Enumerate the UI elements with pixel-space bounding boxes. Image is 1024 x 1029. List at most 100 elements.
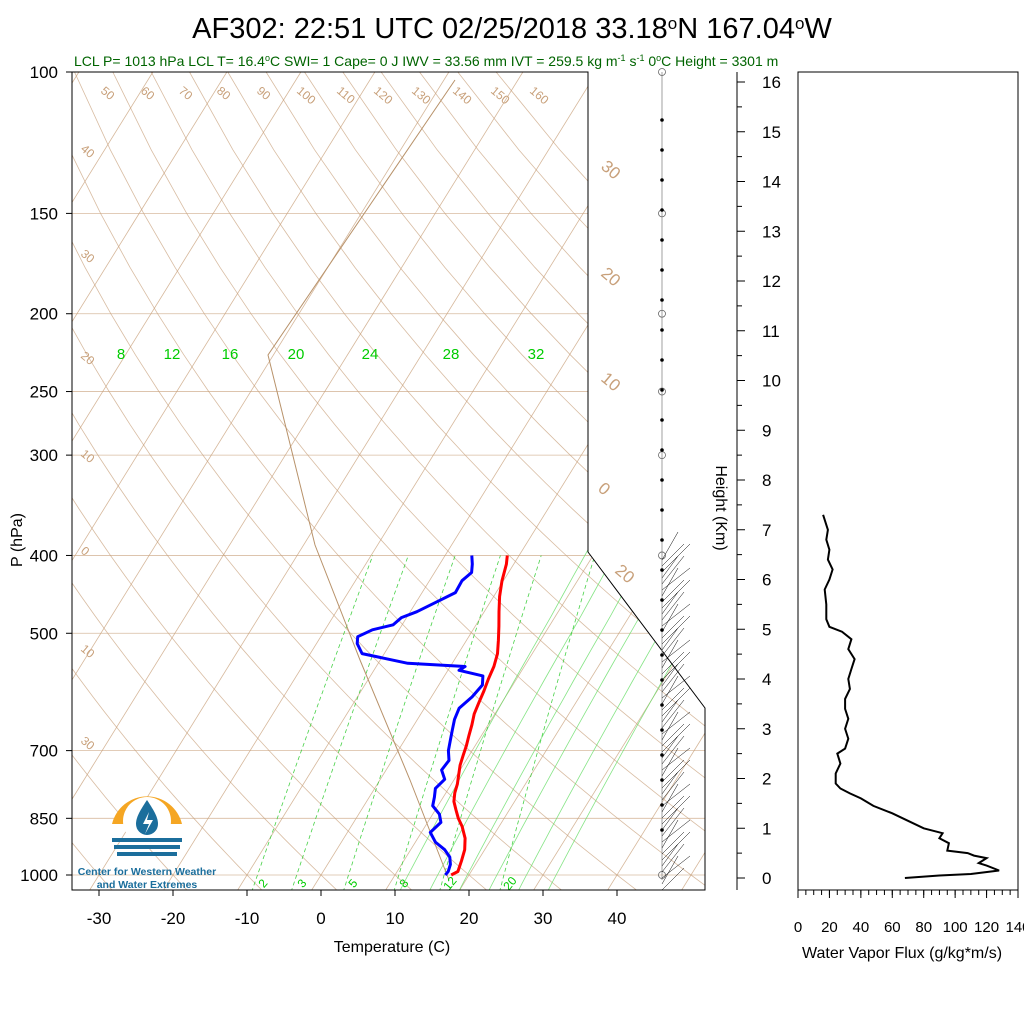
dry-adiabat-line [0, 72, 414, 892]
wind-dot [660, 508, 664, 512]
isotherm-label: 110 [334, 84, 358, 107]
dry-adiabat-line [0, 72, 639, 892]
wind-barb-line [662, 568, 678, 596]
p-tick-label: 850 [30, 809, 58, 828]
wind-dot [660, 388, 664, 392]
x-tick-label: 0 [316, 909, 325, 928]
isotherm-line [0, 72, 79, 892]
wind-barb-line [662, 736, 684, 764]
wind-barb-line [662, 868, 684, 890]
dry-adiabat-line [0, 72, 564, 892]
p-tick-label: 500 [30, 624, 58, 643]
flux-trace [823, 515, 999, 878]
wind-barb-line [662, 724, 690, 752]
p-tick-label: 1000 [20, 866, 58, 885]
isotherm-line [0, 72, 375, 892]
mixing-ratio-label-top: 28 [443, 346, 460, 363]
dry-adiabat-line [458, 72, 1024, 892]
p-tick-label: 300 [30, 446, 58, 465]
y-axis-title: P (hPa) [9, 513, 26, 567]
wind-dot [660, 448, 664, 452]
isotherm-label: 90 [254, 84, 273, 104]
height-tick-label: 2 [762, 770, 771, 789]
isotherm-line [0, 72, 153, 892]
wind-barb-line [662, 628, 684, 656]
wind-dot [660, 598, 664, 602]
dry-adiabat-line [190, 72, 1015, 892]
isotherm-label: 10 [78, 642, 97, 662]
wind-barb-line [662, 748, 678, 776]
mixing-ratio-line [394, 556, 501, 893]
wind-dot [660, 478, 664, 482]
wind-barb-line [662, 532, 678, 560]
height-tick-label: 15 [762, 123, 781, 142]
flux-tick-label: 80 [915, 919, 932, 936]
dry-adiabat-line [0, 72, 189, 892]
dry-adiabat-line [0, 72, 489, 892]
mixing-ratio-label-top: 8 [117, 346, 125, 363]
x-tick-label: 10 [386, 909, 405, 928]
parcel-path-line [268, 80, 455, 880]
wind-dot [660, 538, 664, 542]
height-tick-label: 11 [762, 322, 780, 341]
dry-adiabat-line [266, 72, 1024, 892]
mixing-ratio-line [291, 556, 408, 893]
isotherm-line [0, 72, 227, 892]
wind-barb-line [662, 676, 678, 704]
x-tick-label: 30 [534, 909, 553, 928]
flux-tick-label: 120 [974, 919, 999, 936]
height-tick-label: 8 [762, 471, 771, 490]
p-tick-label: 200 [30, 305, 58, 324]
isotherm-label: 60 [138, 84, 157, 104]
x-tick-label: 20 [460, 909, 479, 928]
wind-dot [660, 568, 664, 572]
wind-dot [660, 298, 664, 302]
chart-title: AF302: 22:51 UTC 02/25/2018 33.18oN 167.… [192, 13, 832, 45]
logo-wave-2 [114, 845, 180, 849]
wind-dot [660, 118, 664, 122]
mixing-ratio-line [343, 556, 455, 893]
flux-tick-label: 0 [794, 919, 802, 936]
moist-adiabat-line [429, 392, 708, 893]
height-tick-label: 4 [762, 670, 771, 689]
isotherm-line [606, 72, 1024, 892]
logo-wave-1 [112, 838, 182, 842]
isotherm-label: 160 [527, 84, 552, 108]
isotherm-label: 80 [214, 84, 233, 104]
p-tick-label: 100 [30, 63, 58, 82]
flux-panel-frame [798, 72, 1018, 890]
p-tick-label: 250 [30, 383, 58, 402]
height-tick-label: 0 [762, 869, 771, 888]
isotherm-line [14, 72, 522, 892]
flux-tick-label: 140 [1005, 919, 1024, 936]
wind-barb-line [662, 592, 684, 620]
p-tick-label: 700 [30, 742, 58, 761]
x-axis-title: Temperature (C) [334, 939, 450, 956]
isotherm-label: 20 [611, 561, 638, 588]
wind-barb-line [662, 820, 678, 848]
isotherm-label: 50 [98, 84, 117, 104]
dry-adiabat-line [305, 72, 1024, 892]
flux-series-line [823, 515, 999, 878]
wind-barb-line [662, 544, 690, 572]
wind-barb-line [662, 796, 690, 824]
skewt-background-grid [0, 72, 1024, 892]
mixing-ratio-label-top: 32 [528, 346, 545, 363]
x-tick-label: -10 [235, 909, 260, 928]
flux-tick-label: 40 [853, 919, 870, 936]
x-tick-label: -30 [87, 909, 112, 928]
isotherm-label: 140 [450, 84, 475, 108]
wind-barb-line [662, 688, 690, 716]
wind-dot [660, 653, 664, 657]
isotherm-label: 0 [594, 479, 613, 500]
flux-tick-label: 100 [943, 919, 968, 936]
mixing-ratio-label-top: 20 [288, 346, 305, 363]
chart-subtitle: LCL P= 1013 hPa LCL T= 16.4oC SWI= 1 Cap… [74, 53, 778, 69]
isotherm-label: 130 [409, 84, 434, 108]
mixing-ratio-label-top: 24 [362, 346, 379, 363]
isotherm-label: 10 [597, 369, 624, 396]
isotherm-line [88, 72, 596, 892]
isotherm-line [162, 72, 670, 892]
flux-tick-label: 60 [884, 919, 901, 936]
